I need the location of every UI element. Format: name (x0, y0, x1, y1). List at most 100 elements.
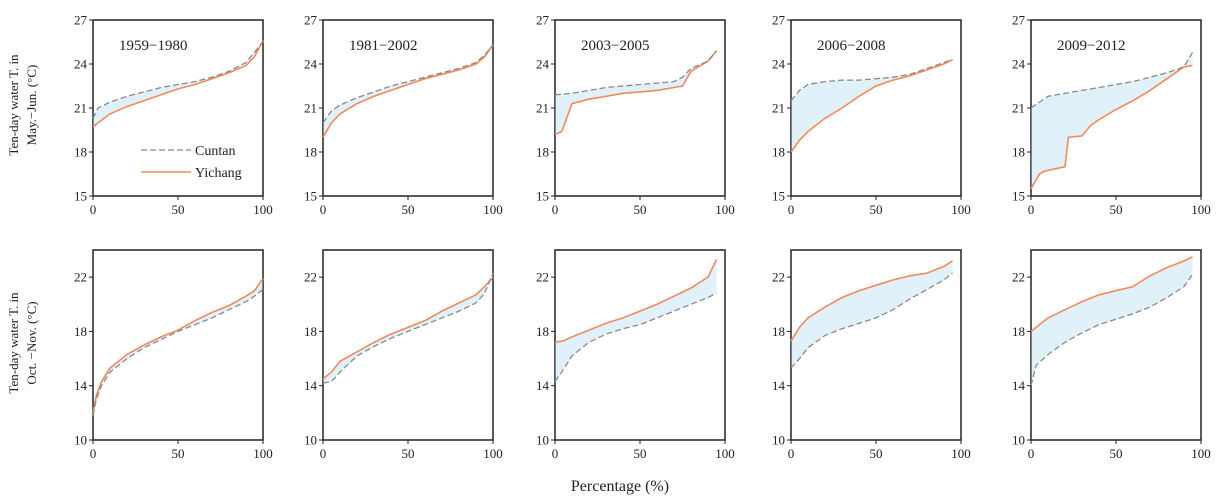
x-tick-label: 50 (634, 202, 647, 217)
between-series-band (1031, 52, 1193, 189)
plot-frame (1030, 249, 1202, 441)
series-line-cuntan (1030, 51, 1194, 109)
series-line-cuntan (554, 50, 718, 96)
y-tick-label: 10 (772, 433, 785, 448)
panel-title: 1981−2002 (349, 38, 417, 54)
series-line-cuntan (322, 272, 494, 384)
chart-panel-2: 15 18 21 24 27 0 50 100 1981−2002 (304, 13, 503, 218)
series-line-yichang (1030, 64, 1193, 190)
legend-label-cuntan: Cuntan (195, 144, 235, 159)
x-tick-label: 100 (253, 446, 273, 461)
x-tick-label: 0 (552, 202, 559, 217)
series-line-yichang (1030, 256, 1193, 333)
series-line-yichang (554, 259, 718, 344)
series-line-cuntan (790, 58, 953, 102)
row2-ylabel-line1: Ten-day water T. in (6, 292, 21, 394)
row1-ylabel-line2: May.−Jun. (°C) (24, 65, 39, 146)
y-tick-label: 24 (1012, 57, 1026, 72)
plot-frame (92, 19, 264, 197)
y-tick-label: 18 (536, 324, 549, 339)
x-tick-label: 50 (402, 446, 415, 461)
series-line-yichang (322, 44, 494, 138)
series-line-yichang (554, 50, 718, 136)
series-line-yichang (92, 278, 264, 414)
y-tick-label: 14 (772, 378, 786, 393)
chart-panel-7: 10 14 18 22 0 50 100 (304, 249, 503, 461)
y-tick-label: 22 (304, 270, 317, 285)
y-tick-label: 22 (772, 270, 785, 285)
y-tick-label: 14 (74, 378, 88, 393)
y-tick-label: 27 (536, 13, 550, 28)
y-tick-label: 18 (1012, 145, 1025, 160)
chart-panel-5: 15 18 21 24 27 0 50 100 2009−2012 (1012, 13, 1211, 218)
series-line-yichang (790, 58, 953, 153)
x-tick-label: 50 (634, 446, 647, 461)
y-tick-label: 18 (1012, 324, 1025, 339)
x-tick-label: 0 (1028, 202, 1035, 217)
plot-frame (554, 249, 726, 441)
y-tick-label: 22 (536, 270, 549, 285)
y-tick-label: 15 (74, 189, 87, 204)
y-tick-label: 24 (536, 57, 550, 72)
chart-panel-3: 15 18 21 24 27 0 50 100 2003−2005 (536, 13, 735, 218)
between-series-band (555, 50, 717, 135)
y-tick-label: 15 (772, 189, 785, 204)
y-tick-label: 18 (772, 324, 785, 339)
x-tick-label: 100 (715, 446, 735, 461)
series-line-cuntan (554, 292, 717, 382)
y-tick-label: 15 (536, 189, 549, 204)
panel-title: 2009−2012 (1057, 38, 1125, 54)
y-tick-label: 24 (772, 57, 786, 72)
between-series-band (791, 260, 953, 369)
x-tick-label: 50 (870, 446, 883, 461)
y-tick-label: 27 (772, 13, 786, 28)
x-tick-label: 0 (90, 202, 97, 217)
chart-panel-8: 10 14 18 22 0 50 100 (536, 249, 735, 461)
y-tick-label: 21 (1012, 101, 1025, 116)
chart-panel-9: 10 14 18 22 0 50 100 (772, 249, 971, 461)
x-tick-label: 0 (788, 202, 795, 217)
x-tick-label: 50 (172, 446, 185, 461)
y-tick-label: 14 (1012, 378, 1026, 393)
x-tick-label: 0 (788, 446, 795, 461)
y-tick-label: 10 (74, 433, 87, 448)
plot-frame (790, 19, 962, 197)
y-tick-label: 14 (304, 378, 318, 393)
y-tick-label: 18 (304, 145, 317, 160)
x-tick-label: 50 (1110, 446, 1123, 461)
between-series-band (1031, 256, 1193, 386)
y-tick-label: 18 (74, 324, 87, 339)
between-series-band (791, 59, 953, 152)
x-tick-label: 100 (951, 202, 971, 217)
chart-panel-6: 10 14 18 22 0 50 100 (74, 249, 273, 461)
row1-ylabel-line1: Ten-day water T. in (6, 54, 21, 156)
x-tick-label: 100 (1191, 202, 1211, 217)
y-tick-label: 27 (304, 13, 318, 28)
y-tick-label: 21 (772, 101, 785, 116)
x-tick-label: 0 (320, 202, 327, 217)
series-line-cuntan (322, 44, 494, 124)
row2-ylabel-line2: Oct. −Nov. (°C) (24, 301, 39, 384)
plot-frame (1030, 19, 1202, 197)
x-tick-label: 100 (1191, 446, 1211, 461)
series-line-cuntan (92, 41, 264, 119)
y-tick-label: 15 (1012, 189, 1025, 204)
y-tick-label: 18 (536, 145, 549, 160)
y-tick-label: 22 (1012, 270, 1025, 285)
x-tick-label: 100 (951, 446, 971, 461)
series-line-yichang (92, 40, 264, 128)
y-tick-label: 22 (74, 270, 87, 285)
chart-panel-4: 15 18 21 24 27 0 50 100 2006−2008 (772, 13, 971, 218)
legend-label-yichang: Yichang (195, 166, 242, 181)
x-tick-label: 100 (483, 202, 503, 217)
plot-frame (790, 249, 962, 441)
series-line-cuntan (92, 288, 264, 416)
y-tick-label: 24 (74, 57, 88, 72)
panel-title: 1959−1980 (119, 38, 187, 54)
y-tick-label: 18 (772, 145, 785, 160)
x-tick-label: 50 (1110, 202, 1123, 217)
plot-frame (554, 19, 726, 197)
panel-title: 2003−2005 (581, 38, 649, 54)
chart-panel-1: 15 18 21 24 27 0 50 100 1959−1980 Cuntan Yichang (74, 13, 273, 218)
